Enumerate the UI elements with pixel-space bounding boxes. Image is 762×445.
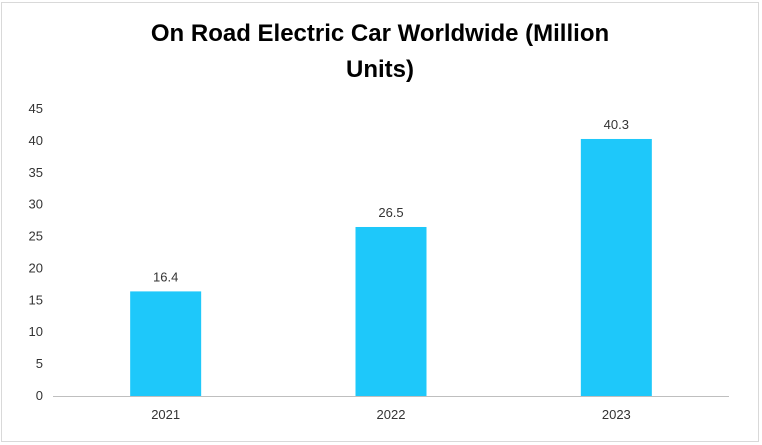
data-label: 40.3: [604, 117, 629, 132]
y-tick-label: 10: [29, 324, 43, 339]
y-tick-label: 15: [29, 292, 43, 307]
y-tick-label: 35: [29, 165, 43, 180]
y-tick-label: 0: [36, 388, 43, 403]
data-label: 16.4: [153, 269, 178, 284]
y-tick-label: 40: [29, 133, 43, 148]
x-tick-label: 2021: [151, 407, 180, 422]
y-tick-label: 20: [29, 260, 43, 275]
bars: 16.4 26.5 40.3: [130, 117, 652, 396]
y-tick-label: 30: [29, 197, 43, 212]
chart-title: On Road Electric Car Worldwide (Million …: [150, 20, 610, 83]
x-axis: 2021 2022 2023: [151, 407, 631, 422]
bar: [355, 226, 427, 396]
data-label: 26.5: [378, 205, 403, 220]
x-tick-label: 2023: [602, 407, 631, 422]
y-tick-label: 25: [29, 229, 43, 244]
bar: [580, 138, 652, 396]
bar: [130, 291, 202, 396]
y-tick-label: 5: [36, 356, 43, 371]
x-tick-label: 2022: [377, 407, 406, 422]
y-tick-label: 45: [29, 101, 43, 116]
y-axis: 0 5 10 15 20 25 30 35 40 45: [29, 101, 43, 403]
